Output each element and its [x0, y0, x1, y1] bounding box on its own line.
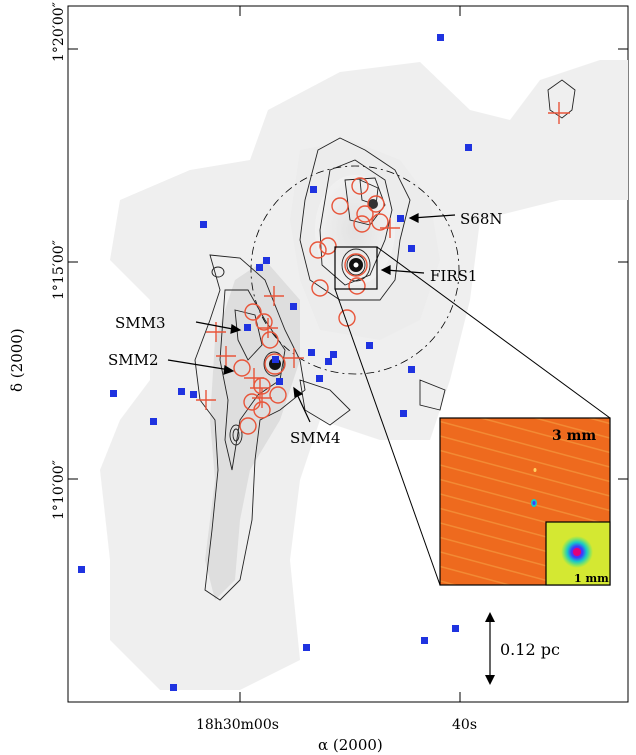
red-circle-markers — [233, 177, 389, 435]
x-tick-2: 40s — [452, 717, 477, 733]
label-smm2: SMM2 — [108, 351, 159, 369]
x-axis-label: α (2000) — [318, 736, 383, 754]
field-of-view-circle — [250, 165, 460, 375]
blue-square-markers — [78, 34, 472, 691]
y-tick-2: 1°15′00″ — [51, 240, 67, 300]
label-smm4: SMM4 — [290, 429, 341, 447]
y-tick-3: 1°10′00″ — [51, 460, 67, 520]
inset-title: 3 mm — [552, 428, 596, 444]
x-tick-1: 18h30m00s — [196, 717, 279, 733]
zoom-line-top — [376, 246, 611, 419]
annotation-arrows — [167, 213, 456, 423]
zoom-box — [334, 246, 378, 290]
inset-panel: 3 mm 1 mm — [439, 417, 611, 586]
label-s68n: S68N — [460, 210, 503, 228]
y-tick-1: 1°20′00″ — [51, 2, 67, 62]
label-firs1: FIRS1 — [430, 267, 477, 285]
axis-ticks — [68, 6, 628, 702]
zoom-line-bottom — [334, 288, 441, 586]
sub-inset-title: 1 mm — [574, 572, 609, 585]
label-smm3: SMM3 — [115, 314, 166, 332]
y-axis-label: δ (2000) — [8, 328, 26, 392]
scale-bar-label: 0.12 pc — [500, 640, 560, 659]
scale-bar: 0.12 pc — [485, 612, 560, 685]
